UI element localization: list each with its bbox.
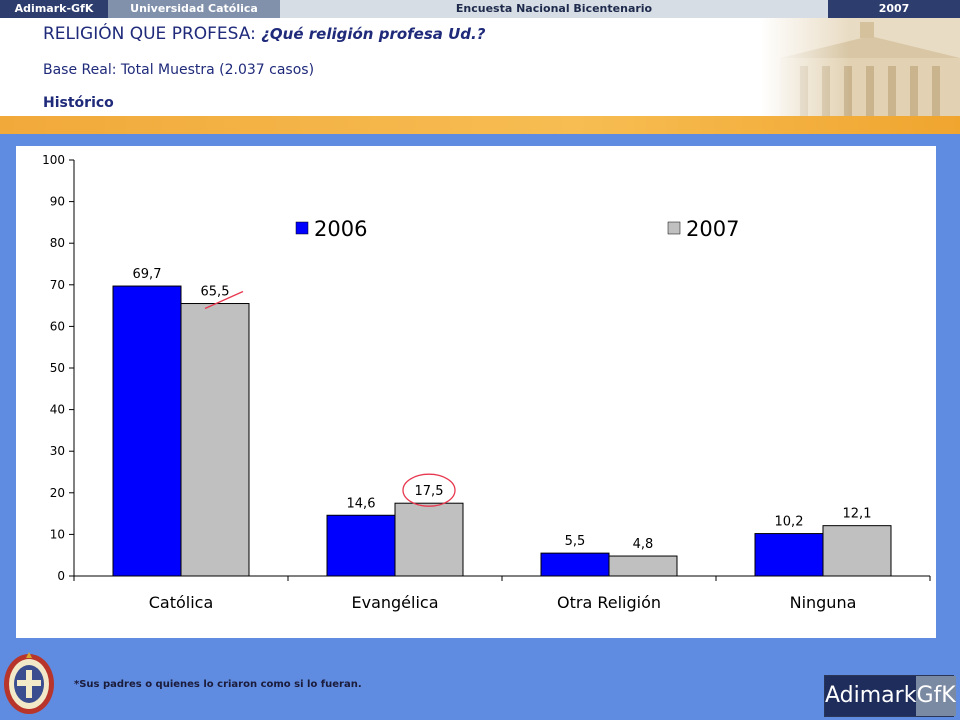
bar-2006 — [754, 533, 824, 577]
y-tick-label: 50 — [50, 361, 65, 375]
y-tick-label: 10 — [50, 527, 65, 541]
y-tick-label: 90 — [50, 195, 65, 209]
x-tick-label: Evangélica — [351, 593, 438, 612]
y-tick-label: 60 — [50, 319, 65, 333]
logo-gfk-text: GfK — [916, 676, 956, 716]
x-tick-label: Católica — [149, 593, 214, 612]
y-tick-label: 0 — [57, 569, 65, 583]
orange-divider — [0, 116, 960, 134]
adimark-gfk-logo: Adimark GfK — [824, 675, 956, 717]
top-bar: Adimark-GfK Universidad Católica Encuest… — [0, 0, 960, 18]
title-question: ¿Qué religión profesa Ud.? — [261, 25, 486, 43]
legend-swatch-2006 — [295, 221, 309, 235]
highlight-circle — [402, 473, 456, 507]
bar-2006 — [112, 285, 182, 577]
footnote: *Sus padres o quienes lo criaron como si… — [74, 679, 362, 690]
highlight-slash — [204, 290, 244, 310]
data-label-2007: 12,1 — [843, 507, 872, 522]
data-label-2007: 4,8 — [633, 537, 654, 552]
survey-label: Encuesta Nacional Bicentenario — [280, 0, 828, 18]
year-label: 2007 — [828, 0, 960, 18]
bar-2007 — [822, 525, 892, 577]
logo-adimark-text: Adimark — [825, 676, 917, 716]
section-label: Histórico — [43, 95, 114, 111]
bar-2006 — [540, 552, 610, 577]
bar-chart: 0 10 20 30 40 50 60 70 80 90 100 69,7 65,5 Católica 14… — [42, 153, 931, 612]
data-label-2006: 69,7 — [133, 267, 162, 282]
y-tick-label: 80 — [50, 236, 65, 250]
building-image — [760, 18, 960, 116]
x-tick-label: Otra Religión — [557, 593, 661, 612]
chart-panel: 0 10 20 30 40 50 60 70 80 90 100 69,7 65,5 Católica 14… — [16, 146, 936, 638]
y-tick-label: 70 — [50, 278, 65, 292]
base-subtitle: Base Real: Total Muestra (2.037 casos) — [43, 62, 315, 78]
data-label-2006: 10,2 — [775, 515, 804, 530]
university-label: Universidad Católica — [108, 0, 280, 18]
legend-label-2006: 2006 — [314, 217, 367, 241]
data-label-2007: 65,5 — [201, 285, 230, 300]
title-main: RELIGIÓN QUE PROFESA: — [43, 24, 262, 44]
bar-2007 — [608, 555, 678, 577]
brand-label: Adimark-GfK — [0, 0, 108, 18]
y-tick-label: 20 — [50, 486, 65, 500]
legend-label-2007: 2007 — [686, 217, 739, 241]
bar-2007 — [394, 502, 464, 577]
y-tick-label: 100 — [42, 153, 65, 167]
bar-2007 — [180, 303, 250, 577]
data-label-2006: 14,6 — [347, 496, 376, 511]
data-label-2007: 17,5 — [415, 484, 444, 499]
page-title: RELIGIÓN QUE PROFESA: ¿Qué religión prof… — [43, 24, 485, 44]
bar-2006 — [326, 514, 396, 577]
university-seal-logo — [4, 652, 54, 714]
data-label-2006: 5,5 — [565, 534, 586, 549]
legend-swatch-2007 — [667, 221, 681, 235]
slide-header: RELIGIÓN QUE PROFESA: ¿Qué religión prof… — [0, 18, 960, 116]
y-tick-label: 30 — [50, 444, 65, 458]
x-tick-label: Ninguna — [790, 593, 857, 612]
y-tick-label: 40 — [50, 403, 65, 417]
